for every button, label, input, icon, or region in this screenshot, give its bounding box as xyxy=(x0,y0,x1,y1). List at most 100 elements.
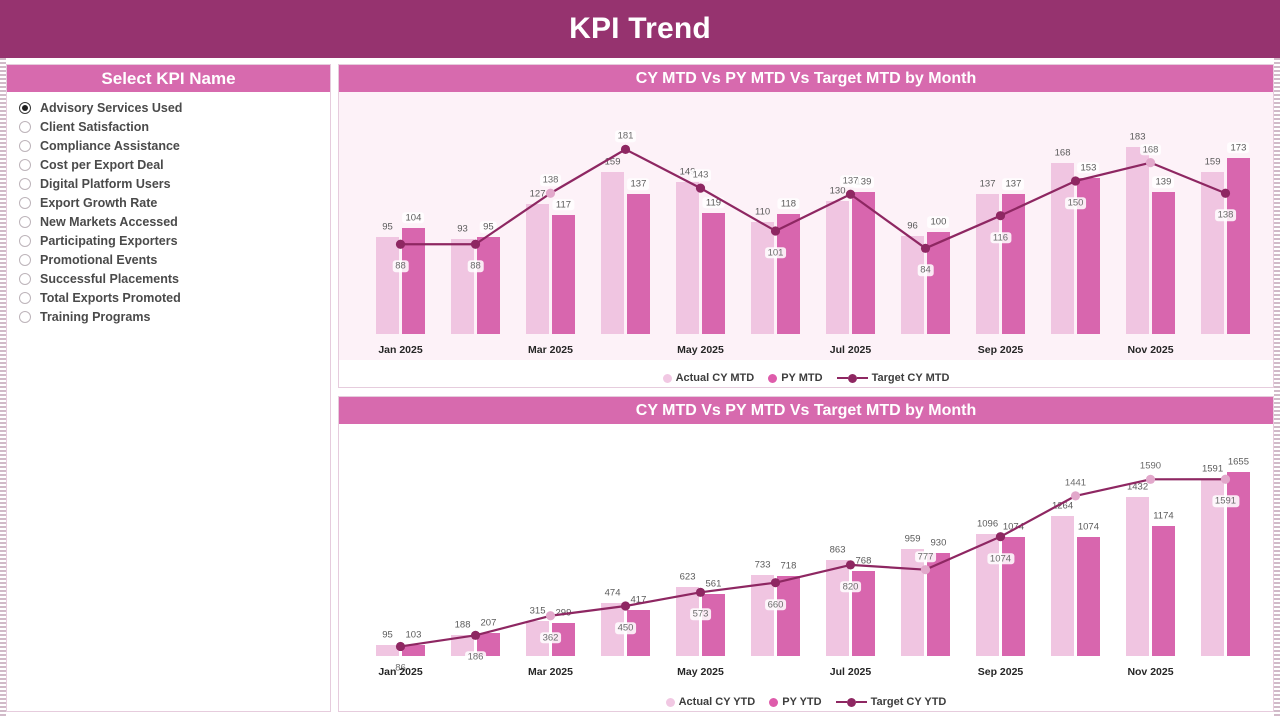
slicer-option-label: Digital Platform Users xyxy=(40,176,171,191)
bar-py[interactable] xyxy=(701,593,726,656)
data-label-target: 168 xyxy=(1139,143,1162,156)
bar-actual-cy[interactable] xyxy=(750,574,775,656)
data-label-target: 116 xyxy=(989,231,1012,244)
slicer-option-export-growth-rate[interactable]: Export Growth Rate xyxy=(19,193,330,212)
bar-actual-cy[interactable] xyxy=(675,182,700,334)
bar-py[interactable] xyxy=(1076,536,1101,656)
bar-actual-cy[interactable] xyxy=(450,239,475,334)
bar-py[interactable] xyxy=(776,576,801,656)
bar-py[interactable] xyxy=(851,192,876,334)
bar-py[interactable] xyxy=(626,194,651,334)
data-label-actual-cy: 188 xyxy=(454,619,471,631)
data-label-py: 119 xyxy=(702,196,725,209)
bar-py[interactable] xyxy=(1151,525,1176,656)
legend-item[interactable]: Actual CY MTD xyxy=(662,372,754,384)
legend-item[interactable]: PY MTD xyxy=(768,372,823,384)
bar-py[interactable] xyxy=(776,213,801,334)
data-label-py: 768 xyxy=(852,554,875,567)
x-axis-tick-label: May 2025 xyxy=(677,344,724,356)
data-label-target: 186 xyxy=(464,651,487,664)
data-label-actual-cy: 130 xyxy=(829,185,846,197)
data-label-actual-cy: 315 xyxy=(529,605,546,617)
bar-py[interactable] xyxy=(401,227,426,334)
slicer-option-promotional-events[interactable]: Promotional Events xyxy=(19,250,330,269)
chart-group xyxy=(438,428,513,656)
radio-unselected-icon[interactable] xyxy=(19,272,31,285)
data-label-target: 86 xyxy=(392,662,409,675)
bar-py[interactable] xyxy=(926,232,951,334)
bar-actual-cy[interactable] xyxy=(900,236,925,334)
radio-unselected-icon[interactable] xyxy=(19,196,31,209)
bar-actual-cy[interactable] xyxy=(1050,162,1075,334)
x-axis-tick-label: Nov 2025 xyxy=(1127,344,1174,356)
legend-item[interactable]: Target CY YTD xyxy=(835,696,946,708)
data-label-target: 1590 xyxy=(1136,460,1165,473)
bar-actual-cy[interactable] xyxy=(900,549,925,656)
slicer-option-cost-per-export-deal[interactable]: Cost per Export Deal xyxy=(19,155,330,174)
data-label-py: 100 xyxy=(927,216,950,228)
bar-actual-cy[interactable] xyxy=(375,645,400,656)
slicer-option-training-programs[interactable]: Training Programs xyxy=(19,307,330,326)
bar-actual-cy[interactable] xyxy=(1050,515,1075,656)
bar-actual-cy[interactable] xyxy=(375,237,400,334)
bar-py[interactable] xyxy=(1226,472,1251,656)
radio-unselected-icon[interactable] xyxy=(19,253,31,266)
bar-py[interactable] xyxy=(701,212,726,334)
slicer-option-digital-platform-users[interactable]: Digital Platform Users xyxy=(19,174,330,193)
slicer-option-compliance-assistance[interactable]: Compliance Assistance xyxy=(19,136,330,155)
bar-actual-cy[interactable] xyxy=(825,201,850,334)
data-label-py: 207 xyxy=(477,617,500,629)
bar-py[interactable] xyxy=(476,237,501,334)
bar-py[interactable] xyxy=(401,644,426,656)
legend-item[interactable]: Target CY MTD xyxy=(836,372,949,384)
bar-actual-cy[interactable] xyxy=(525,204,550,334)
slicer-option-advisory-services-used[interactable]: Advisory Services Used xyxy=(19,98,330,117)
bar-py[interactable] xyxy=(1226,157,1251,334)
chart-group xyxy=(888,96,963,334)
radio-selected-icon[interactable] xyxy=(19,101,31,114)
radio-unselected-icon[interactable] xyxy=(19,120,31,133)
radio-unselected-icon[interactable] xyxy=(19,291,31,304)
data-label-target: 181 xyxy=(614,130,637,143)
bar-actual-cy[interactable] xyxy=(1125,147,1150,334)
slicer-option-total-exports-promoted[interactable]: Total Exports Promoted xyxy=(19,288,330,307)
radio-unselected-icon[interactable] xyxy=(19,215,31,228)
data-label-actual-cy: 96 xyxy=(907,220,918,232)
data-label-actual-cy: 183 xyxy=(1129,131,1146,143)
bar-actual-cy[interactable] xyxy=(1200,171,1225,334)
data-label-py: 104 xyxy=(402,212,425,224)
bar-actual-cy[interactable] xyxy=(600,171,625,334)
data-label-actual-cy: 95 xyxy=(382,629,393,641)
slicer-option-participating-exporters[interactable]: Participating Exporters xyxy=(19,231,330,250)
bar-py[interactable] xyxy=(1151,192,1176,334)
bar-actual-cy[interactable] xyxy=(750,221,775,334)
data-label-py: 1074 xyxy=(999,520,1028,533)
legend-dot-marker-icon xyxy=(768,373,778,383)
slicer-option-new-markets-accessed[interactable]: New Markets Accessed xyxy=(19,212,330,231)
bar-actual-cy[interactable] xyxy=(975,194,1000,334)
radio-unselected-icon[interactable] xyxy=(19,158,31,171)
x-axis-tick-label: May 2025 xyxy=(677,666,724,678)
radio-unselected-icon[interactable] xyxy=(19,310,31,323)
slicer-option-successful-placements[interactable]: Successful Placements xyxy=(19,269,330,288)
chart-mtd-legend: Actual CY MTD PY MTD Target CY MTD xyxy=(339,372,1273,384)
bar-actual-cy[interactable] xyxy=(1125,496,1150,656)
radio-unselected-icon[interactable] xyxy=(19,139,31,152)
bar-actual-cy[interactable] xyxy=(825,560,850,656)
bar-actual-cy[interactable] xyxy=(675,586,700,656)
bar-py[interactable] xyxy=(926,552,951,656)
bar-py[interactable] xyxy=(1001,194,1026,334)
radio-unselected-icon[interactable] xyxy=(19,177,31,190)
legend-item[interactable]: PY YTD xyxy=(769,696,822,708)
bar-py[interactable] xyxy=(551,214,576,334)
radio-unselected-icon[interactable] xyxy=(19,234,31,247)
data-label-target: 573 xyxy=(689,608,712,621)
legend-item[interactable]: Actual CY YTD xyxy=(665,696,755,708)
chart-group xyxy=(663,428,738,656)
chart-group xyxy=(888,428,963,656)
data-label-py: 561 xyxy=(702,577,725,590)
slicer-option-client-satisfaction[interactable]: Client Satisfaction xyxy=(19,117,330,136)
data-label-py: 117 xyxy=(552,198,575,211)
slicer-option-label: Client Satisfaction xyxy=(40,119,150,134)
data-label-actual-cy: 733 xyxy=(754,558,771,570)
